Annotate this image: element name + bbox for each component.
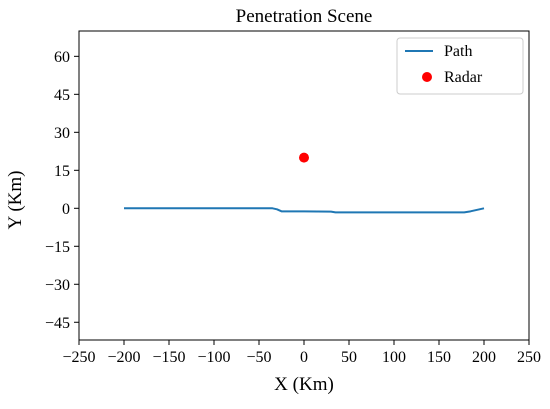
data-layer xyxy=(124,152,485,214)
y-tick-label: 30 xyxy=(54,125,70,142)
y-tick-label: 60 xyxy=(54,49,70,66)
x-axis-label: X (Km) xyxy=(274,374,334,395)
legend-label-radar: Radar xyxy=(444,69,483,86)
x-tick-label: 150 xyxy=(427,349,451,366)
x-tick-label: 100 xyxy=(382,349,406,366)
x-tick-label: −250 xyxy=(62,349,95,366)
x-tick-label: −150 xyxy=(152,349,185,366)
y-tick-label: 15 xyxy=(54,163,70,180)
series-line-path xyxy=(124,207,485,214)
legend-radar-swatch xyxy=(422,72,432,82)
x-tick-label: 0 xyxy=(300,349,308,366)
radar-point xyxy=(299,152,309,163)
y-axis-label: Y (Km) xyxy=(5,171,26,230)
axis-ticks: −250 −200 −150 −100 −50 0 50 100 150 200 250−45−30… xyxy=(45,49,541,366)
x-tick-label: −200 xyxy=(107,349,140,366)
legend-label-path: Path xyxy=(444,43,472,60)
x-tick-label: 250 xyxy=(517,349,541,366)
x-tick-label: −50 xyxy=(246,349,271,366)
y-tick-label: −30 xyxy=(45,277,70,294)
x-tick-label: 50 xyxy=(341,349,357,366)
y-tick-label: −45 xyxy=(45,315,70,332)
x-tick-label: 200 xyxy=(472,349,496,366)
y-tick-label: 0 xyxy=(62,201,70,218)
y-tick-label: 45 xyxy=(54,87,70,104)
y-tick-label: −15 xyxy=(45,239,70,256)
x-tick-label: −100 xyxy=(197,349,230,366)
legend: Path Radar xyxy=(396,37,524,95)
chart-title: Penetration Scene xyxy=(236,6,373,27)
